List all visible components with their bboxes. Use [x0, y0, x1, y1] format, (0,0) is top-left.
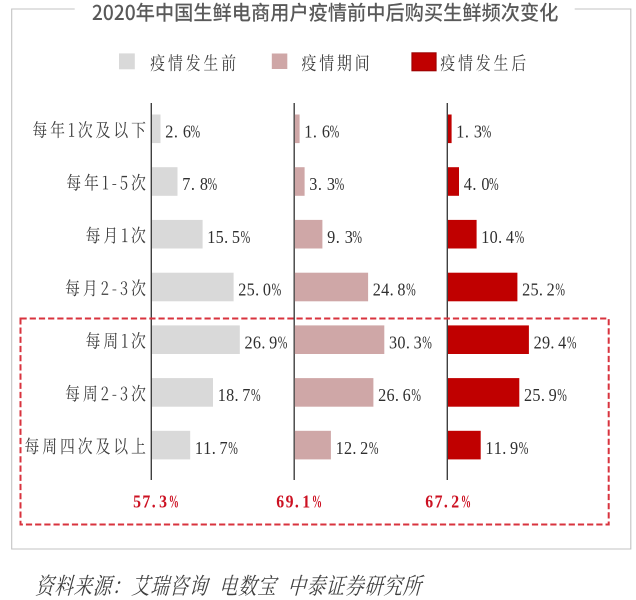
svg-text:%: % — [312, 493, 322, 513]
svg-text:%: % — [335, 176, 345, 195]
svg-text:1.3: 1.3 — [456, 122, 482, 142]
svg-text:57.3: 57.3 — [133, 492, 167, 512]
svg-text:30.3: 30.3 — [389, 333, 422, 353]
svg-text:15.5: 15.5 — [207, 227, 240, 247]
svg-text:%: % — [208, 176, 218, 195]
svg-text:%: % — [278, 334, 288, 353]
svg-text:12.2: 12.2 — [336, 438, 369, 458]
svg-text:%: % — [352, 229, 362, 248]
svg-text:25.9: 25.9 — [524, 385, 557, 405]
svg-text:%: % — [251, 387, 261, 406]
svg-text:%: % — [489, 176, 499, 195]
svg-text:%: % — [482, 123, 492, 142]
svg-text:%: % — [369, 440, 379, 459]
svg-text:4.0: 4.0 — [464, 174, 490, 194]
svg-text:11.9: 11.9 — [485, 438, 518, 458]
svg-text:%: % — [228, 440, 238, 459]
svg-text:%: % — [422, 334, 432, 353]
svg-text:%: % — [461, 493, 471, 513]
svg-text:%: % — [555, 281, 565, 300]
svg-text:25.2: 25.2 — [522, 280, 555, 300]
svg-text:67.2: 67.2 — [425, 492, 459, 512]
svg-text:1.6: 1.6 — [304, 122, 330, 142]
svg-text:25.0: 25.0 — [238, 280, 271, 300]
svg-text:%: % — [169, 493, 179, 513]
svg-text:%: % — [515, 229, 525, 248]
svg-text:69.1: 69.1 — [276, 492, 310, 512]
svg-text:%: % — [241, 229, 251, 248]
svg-text:%: % — [272, 281, 282, 300]
svg-text:%: % — [191, 123, 201, 142]
svg-text:%: % — [406, 281, 416, 300]
svg-text:18.7: 18.7 — [218, 385, 251, 405]
svg-text:%: % — [411, 387, 421, 406]
svg-text:9.3: 9.3 — [327, 227, 353, 247]
svg-text:%: % — [557, 387, 567, 406]
svg-text:10.4: 10.4 — [481, 227, 514, 247]
svg-text:11.7: 11.7 — [195, 438, 228, 458]
svg-text:%: % — [519, 440, 529, 459]
svg-text:3.3: 3.3 — [309, 174, 335, 194]
svg-text:%: % — [330, 123, 340, 142]
svg-text:29.4: 29.4 — [534, 333, 567, 353]
svg-text:26.6: 26.6 — [378, 385, 411, 405]
svg-text:26.9: 26.9 — [245, 333, 278, 353]
svg-text:%: % — [567, 334, 577, 353]
svg-text:2.6: 2.6 — [165, 122, 191, 142]
svg-text:24.8: 24.8 — [373, 280, 406, 300]
svg-text:7.8: 7.8 — [182, 174, 208, 194]
